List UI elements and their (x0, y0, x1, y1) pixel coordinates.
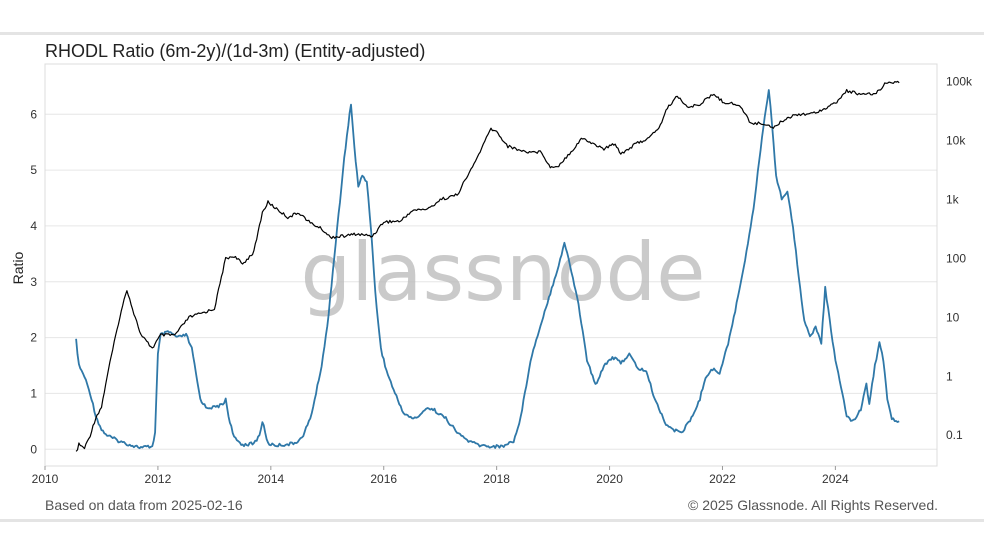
y-tick-label: 5 (30, 163, 37, 177)
x-tick-label: 2018 (483, 472, 510, 486)
y2-tick-label: 1 (946, 369, 953, 383)
grid-lines (45, 113, 937, 450)
x-tick-label: 2024 (822, 472, 849, 486)
y-tick-label: 1 (30, 386, 37, 400)
source-note: Based on data from 2025-02-16 (45, 497, 243, 513)
y-tick-label: 3 (30, 275, 37, 289)
x-tick-label: 2020 (596, 472, 623, 486)
copyright: © 2025 Glassnode. All Rights Reserved. (687, 497, 938, 513)
y-axis-left: 0 1 2 3 4 5 6 (30, 107, 37, 456)
y-axis-label: Ratio (10, 251, 26, 284)
x-tick-label: 2012 (145, 472, 172, 486)
y-tick-label: 6 (30, 107, 37, 121)
x-tick-label: 2014 (257, 472, 284, 486)
y-axis-right: 0.1 1 10 100 1k 10k 100k (946, 75, 973, 442)
y-tick-label: 4 (30, 219, 37, 233)
x-tick-label: 2022 (709, 472, 736, 486)
x-axis: 2010 2012 2014 2016 2018 2020 2022 2024 (32, 466, 849, 486)
y-tick-label: 0 (30, 442, 37, 456)
chart-title: RHODL Ratio (6m-2y)/(1d-3m) (Entity-adju… (45, 41, 426, 61)
watermark: glassnode (300, 226, 705, 319)
x-tick-label: 2016 (370, 472, 397, 486)
ratio-series (75, 89, 900, 450)
y2-tick-label: 0.1 (946, 428, 963, 442)
plot-area (44, 63, 938, 467)
chart-panel (0, 32, 984, 522)
y2-tick-label: 10k (946, 134, 966, 148)
y2-tick-label: 100 (946, 251, 966, 265)
y-tick-label: 2 (30, 331, 37, 345)
y2-tick-label: 1k (946, 193, 960, 207)
ratio-line (75, 89, 900, 450)
y2-tick-label: 10 (946, 310, 960, 324)
price-line (75, 80, 900, 452)
y2-tick-label: 100k (946, 75, 973, 89)
x-tick-label: 2010 (32, 472, 59, 486)
price-series (75, 80, 900, 452)
